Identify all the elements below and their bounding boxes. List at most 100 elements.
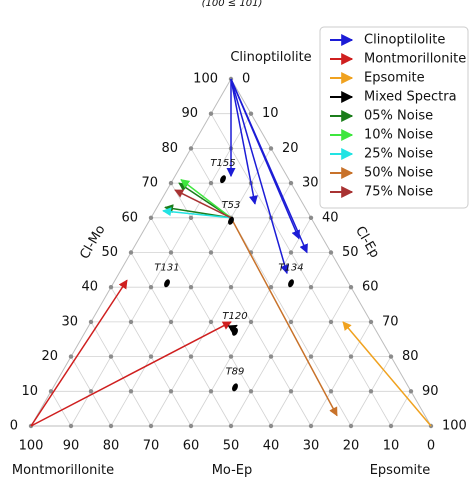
arrow: [180, 179, 232, 219]
grid-node: [348, 285, 354, 290]
grid-node: [128, 389, 134, 394]
grid-node: [228, 285, 234, 290]
right-tick-label: 10: [262, 106, 279, 121]
grid-node: [168, 389, 174, 394]
left-tick-label: 90: [181, 106, 198, 121]
left-tick-label: 30: [61, 314, 78, 329]
right-tick-label: 40: [322, 210, 339, 225]
left-tick-label: 50: [101, 245, 118, 260]
arrow: [162, 207, 232, 219]
grid-line: [130, 252, 232, 427]
grid-node: [268, 354, 274, 359]
right-tick-label: 80: [402, 349, 419, 364]
bottom-tick-label: 70: [143, 439, 160, 454]
right-tick-label: 30: [302, 176, 319, 191]
arrow: [230, 217, 338, 417]
bottom-tick-label: 30: [303, 439, 320, 454]
left-tick-label: 60: [121, 210, 138, 225]
sample-marker: [288, 279, 294, 288]
arrow: [342, 321, 432, 427]
arrow: [174, 189, 232, 219]
grid-node: [308, 423, 314, 429]
vertex-label-top: Clinoptilolite: [230, 50, 311, 65]
left-tick-label: 70: [141, 176, 158, 191]
arrow: [230, 78, 290, 275]
grid-node: [188, 354, 194, 359]
grid-node: [208, 111, 214, 116]
grid-node: [148, 423, 154, 429]
grid-node: [188, 285, 194, 290]
grid-line: [230, 252, 332, 427]
legend-label: Clinoptilolite: [364, 33, 445, 48]
grid-node: [128, 319, 134, 325]
right-tick-label: 100: [442, 419, 467, 434]
sample-marker: [232, 383, 238, 392]
bottom-tick-label: 80: [103, 439, 120, 454]
arrow: [230, 78, 308, 254]
grid-line: [70, 113, 252, 427]
grid-node: [268, 146, 274, 151]
grid-node: [188, 146, 194, 151]
sample-label: T155: [210, 158, 235, 169]
grid-node: [208, 319, 214, 325]
grid-line: [210, 113, 392, 427]
legend-frame: [319, 26, 469, 209]
sample-marker: [232, 327, 238, 336]
grid-node: [188, 423, 194, 429]
grid-node: [288, 250, 294, 255]
grid-node: [108, 354, 114, 359]
bottom-tick-label: 20: [343, 439, 360, 454]
grid-line: [310, 321, 372, 427]
arrows: [30, 78, 432, 427]
arrow: [30, 279, 128, 427]
grid-node: [68, 354, 74, 359]
grid-node: [328, 319, 334, 325]
grid-node: [268, 423, 274, 429]
grid-node: [408, 389, 414, 394]
grid-node: [248, 319, 254, 325]
grid-node: [108, 285, 114, 290]
grid-node: [308, 354, 314, 359]
left-tick-label: 20: [41, 349, 58, 364]
legend-label: 05% Noise: [364, 109, 433, 124]
grid-node: [288, 389, 294, 394]
bottom-tick-label: 40: [263, 439, 280, 454]
sample-label: T131: [154, 262, 179, 273]
grid-node: [308, 285, 314, 290]
grid-node: [168, 319, 174, 325]
legend-label: 50% Noise: [364, 166, 433, 181]
grid-node: [148, 215, 154, 220]
legend-label: Mixed Spectra: [364, 90, 457, 105]
legend-label: 10% Noise: [364, 128, 433, 143]
right-tick-label: 60: [362, 280, 379, 295]
sample-marker: [220, 175, 226, 184]
vertex-label-left: Montmorillonite: [12, 463, 114, 478]
grid-node: [288, 180, 294, 186]
grid-node: [228, 423, 234, 429]
legend: Clinoptilolite Montmorillonite Epsomite Mix…: [319, 26, 469, 209]
left-tick-label: 40: [81, 280, 98, 295]
grid-node: [88, 319, 94, 325]
sample-marker: [164, 279, 170, 288]
grid-node: [128, 250, 134, 255]
right-tick-label: 50: [342, 245, 359, 260]
grid-line: [150, 182, 292, 427]
right-tick-label: 70: [382, 314, 399, 329]
legend-label: Epsomite: [364, 71, 425, 86]
grid-node: [248, 111, 254, 116]
grid-node: [188, 215, 194, 220]
sample-marker: [228, 216, 234, 225]
legend-label: 25% Noise: [364, 147, 433, 162]
grid-node: [228, 354, 234, 359]
grid-node: [348, 354, 354, 359]
grid-node: [348, 423, 354, 429]
sample-label: T134: [278, 262, 303, 273]
right-tick-label: 0: [242, 72, 250, 87]
left-tick-label: 10: [21, 384, 38, 399]
sample-label: T53: [222, 200, 241, 211]
right-tick-label: 90: [422, 384, 439, 399]
bottom-tick-label: 50: [223, 439, 240, 454]
grid-line: [50, 391, 72, 427]
grid-node: [268, 285, 274, 290]
